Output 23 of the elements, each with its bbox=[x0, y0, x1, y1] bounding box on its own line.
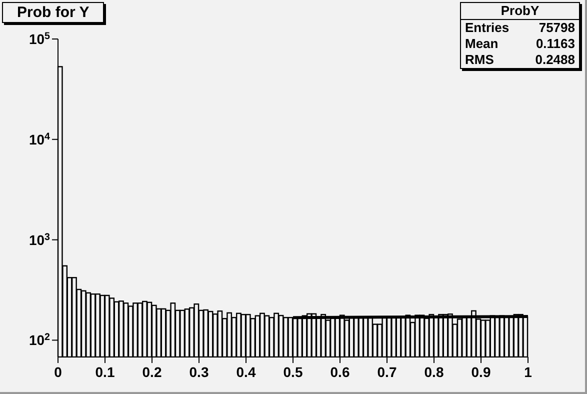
text: ProbY bbox=[461, 3, 579, 20]
x-tick-label: 0 bbox=[54, 364, 62, 380]
chart-title: Prob for Y bbox=[2, 2, 104, 23]
x-tick-label: 0.9 bbox=[471, 364, 491, 380]
text: Entries bbox=[465, 20, 510, 36]
x-tick-label: 0.1 bbox=[95, 364, 115, 380]
x-tick-label: 0.5 bbox=[283, 364, 303, 380]
annotation: RMS bbox=[465, 52, 494, 68]
y-tick-label: 10$^{5}$ bbox=[28, 30, 51, 47]
y-tick-label: 10$^{3}$ bbox=[28, 231, 51, 248]
x-tick-label: 0.8 bbox=[424, 364, 444, 380]
x-tick-label: 0.2 bbox=[142, 364, 162, 380]
y-tick-label: 10$^{4}$ bbox=[28, 130, 51, 148]
text: 0.1163 bbox=[536, 36, 575, 52]
x-tick-label: 0.7 bbox=[377, 364, 397, 380]
text: 75798 bbox=[538, 20, 575, 36]
y-tick-label: 10$^{2}$ bbox=[28, 332, 51, 348]
x-tick-label: 0.3 bbox=[189, 364, 209, 380]
text: 0.2488 bbox=[535, 52, 575, 68]
annotation: Mean bbox=[465, 36, 498, 52]
x-tick-label: 1 bbox=[524, 364, 532, 380]
x-tick-label: 0.6 bbox=[330, 364, 350, 380]
x-tick-label: 0.4 bbox=[236, 364, 256, 380]
